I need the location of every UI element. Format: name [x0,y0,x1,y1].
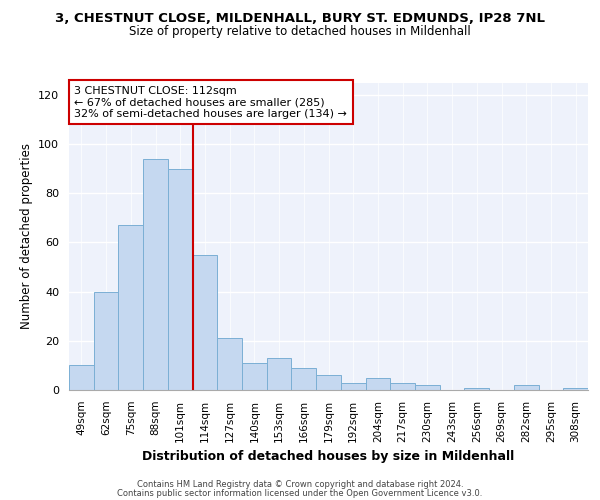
Text: 3, CHESTNUT CLOSE, MILDENHALL, BURY ST. EDMUNDS, IP28 7NL: 3, CHESTNUT CLOSE, MILDENHALL, BURY ST. … [55,12,545,26]
Bar [415,385,440,390]
Bar [341,382,365,390]
Bar [217,338,242,390]
Bar [118,225,143,390]
Bar [69,366,94,390]
X-axis label: Distribution of detached houses by size in Mildenhall: Distribution of detached houses by size … [142,450,515,463]
Bar [168,168,193,390]
Bar [316,375,341,390]
Text: Size of property relative to detached houses in Mildenhall: Size of property relative to detached ho… [129,25,471,38]
Bar [94,292,118,390]
Bar [193,254,217,390]
Bar [390,382,415,390]
Bar [292,368,316,390]
Bar [563,388,588,390]
Bar [464,388,489,390]
Y-axis label: Number of detached properties: Number of detached properties [20,143,32,329]
Bar [242,363,267,390]
Bar [365,378,390,390]
Bar [267,358,292,390]
Text: Contains public sector information licensed under the Open Government Licence v3: Contains public sector information licen… [118,488,482,498]
Bar [514,385,539,390]
Text: 3 CHESTNUT CLOSE: 112sqm
← 67% of detached houses are smaller (285)
32% of semi-: 3 CHESTNUT CLOSE: 112sqm ← 67% of detach… [74,86,347,119]
Text: Contains HM Land Registry data © Crown copyright and database right 2024.: Contains HM Land Registry data © Crown c… [137,480,463,489]
Bar [143,159,168,390]
